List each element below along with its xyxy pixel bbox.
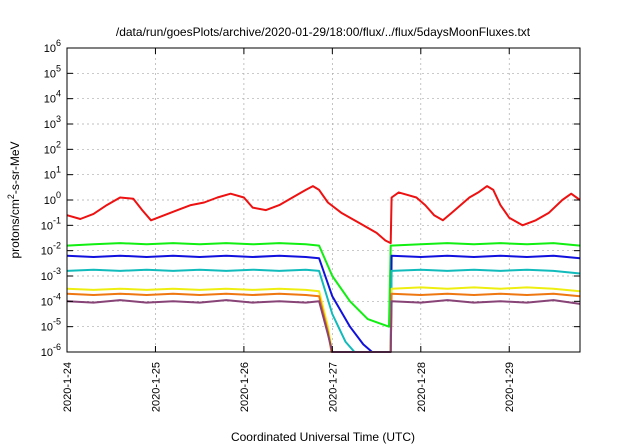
series-layer: [66, 185, 581, 353]
chart-title: /data/run/goesPlots/archive/2020-01-29/1…: [116, 25, 531, 39]
y-tick-label: 106: [44, 38, 61, 55]
x-axis-label: Coordinated Universal Time (UTC): [231, 430, 415, 444]
y-tick-label: 10-1: [41, 215, 61, 232]
series-line-7: [66, 299, 581, 353]
y-tick-label: 102: [44, 139, 61, 156]
x-tick-label: 2020-1-26: [239, 362, 251, 412]
y-tick-label: 10-6: [41, 342, 61, 359]
y-tick-label: 104: [44, 89, 61, 106]
y-tick-label: 105: [44, 63, 61, 80]
x-tick-label: 2020-1-29: [504, 362, 516, 412]
x-tick-label: 2020-1-28: [416, 362, 428, 412]
x-tick-label: 2020-1-24: [62, 362, 74, 412]
y-tick-label: 103: [44, 114, 61, 131]
y-axis-label: protons/cm2-s-sr-MeV: [6, 141, 22, 258]
y-tick-label: 101: [44, 165, 61, 182]
x-tick-label: 2020-1-25: [150, 362, 162, 412]
series-line-3: [66, 254, 581, 353]
y-tick-label: 10-2: [41, 241, 61, 258]
series-line-1: [66, 185, 581, 245]
series-line-5: [66, 286, 581, 353]
x-axis: 2020-1-24 2020-1-25 2020-1-26 2020-1-27 2020…: [62, 48, 516, 412]
series-line-4: [66, 268, 581, 353]
y-tick-label: 10-3: [41, 266, 61, 283]
y-axis: 10-6 10-5 10-4 10-3 10-2 10-1 100 101 102 103 104 1…: [41, 38, 580, 359]
x-tick-label: 2020-1-27: [327, 362, 339, 412]
y-tick-label: 10-5: [41, 317, 61, 334]
series-line-2: [66, 242, 581, 328]
y-tick-label: 10-4: [41, 291, 61, 308]
y-tick-label: 100: [44, 190, 61, 207]
